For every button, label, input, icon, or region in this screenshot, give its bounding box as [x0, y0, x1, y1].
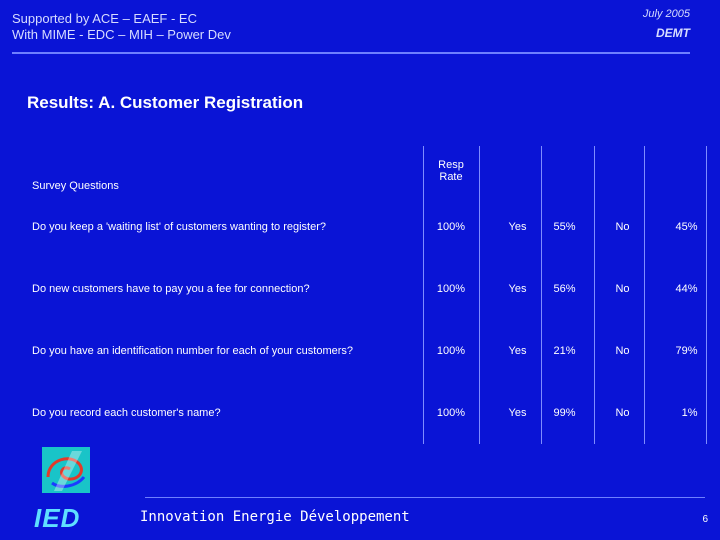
header-empty-cell: [594, 146, 645, 196]
header-empty-cell: [479, 146, 542, 196]
header-empty-cell: [644, 146, 707, 196]
header-divider: [12, 52, 690, 54]
response-rate: 100%: [423, 196, 480, 258]
no-label: No: [594, 382, 645, 444]
header-line-2: With MIME - EDC – MIH – Power Dev: [12, 27, 231, 42]
ied-logo-icon: [42, 447, 90, 493]
footer-company-name: Innovation Energie Développement: [140, 509, 410, 525]
table-row: Do you keep a 'waiting list' of customer…: [28, 196, 707, 258]
yes-label: Yes: [479, 196, 542, 258]
survey-question: Do new customers have to pay you a fee f…: [28, 258, 424, 320]
yes-percent: 21%: [541, 320, 595, 382]
page-title: Results: A. Customer Registration: [27, 93, 304, 112]
header-org: DEMT: [656, 26, 690, 40]
table-row: Do new customers have to pay you a fee f…: [28, 258, 707, 320]
header-resp-line-1: Resp: [438, 159, 464, 171]
response-rate: 100%: [423, 382, 480, 444]
yes-label: Yes: [479, 320, 542, 382]
header-date: July 2005: [642, 8, 690, 20]
response-rate: 100%: [423, 320, 480, 382]
header-resp-rate: Resp Rate: [423, 146, 480, 196]
header-meta: July 2005 DEMT: [643, 8, 690, 40]
header-empty-cell: [541, 146, 595, 196]
survey-question: Do you have an identification number for…: [28, 320, 424, 382]
no-percent: 1%: [644, 382, 707, 444]
yes-percent: 56%: [541, 258, 595, 320]
header-resp-line-2: Rate: [439, 171, 463, 183]
header-sponsors: Supported by ACE – EAEF - EC With MIME -…: [12, 11, 231, 43]
ied-logo-swirl-icon: [46, 451, 86, 491]
page-number: 6: [702, 514, 708, 525]
table-row: Do you record each customer's name? 100%…: [28, 382, 707, 444]
response-rate: 100%: [423, 258, 480, 320]
no-label: No: [594, 258, 645, 320]
no-percent: 45%: [644, 196, 707, 258]
survey-question: Do you keep a 'waiting list' of customer…: [28, 196, 424, 258]
yes-label: Yes: [479, 258, 542, 320]
ied-logo-text: IED: [34, 503, 81, 533]
no-label: No: [594, 320, 645, 382]
footer-divider: [145, 497, 705, 498]
yes-percent: 99%: [541, 382, 595, 444]
header-survey-questions: Survey Questions: [28, 146, 424, 196]
no-percent: 44%: [644, 258, 707, 320]
no-label: No: [594, 196, 645, 258]
yes-label: Yes: [479, 382, 542, 444]
survey-results-table: Survey Questions Resp Rate Do you keep a…: [28, 146, 707, 444]
header-line-1: Supported by ACE – EAEF - EC: [12, 11, 197, 26]
table-row: Do you have an identification number for…: [28, 320, 707, 382]
table-header-row: Survey Questions Resp Rate: [28, 146, 707, 196]
no-percent: 79%: [644, 320, 707, 382]
survey-question: Do you record each customer's name?: [28, 382, 424, 444]
yes-percent: 55%: [541, 196, 595, 258]
